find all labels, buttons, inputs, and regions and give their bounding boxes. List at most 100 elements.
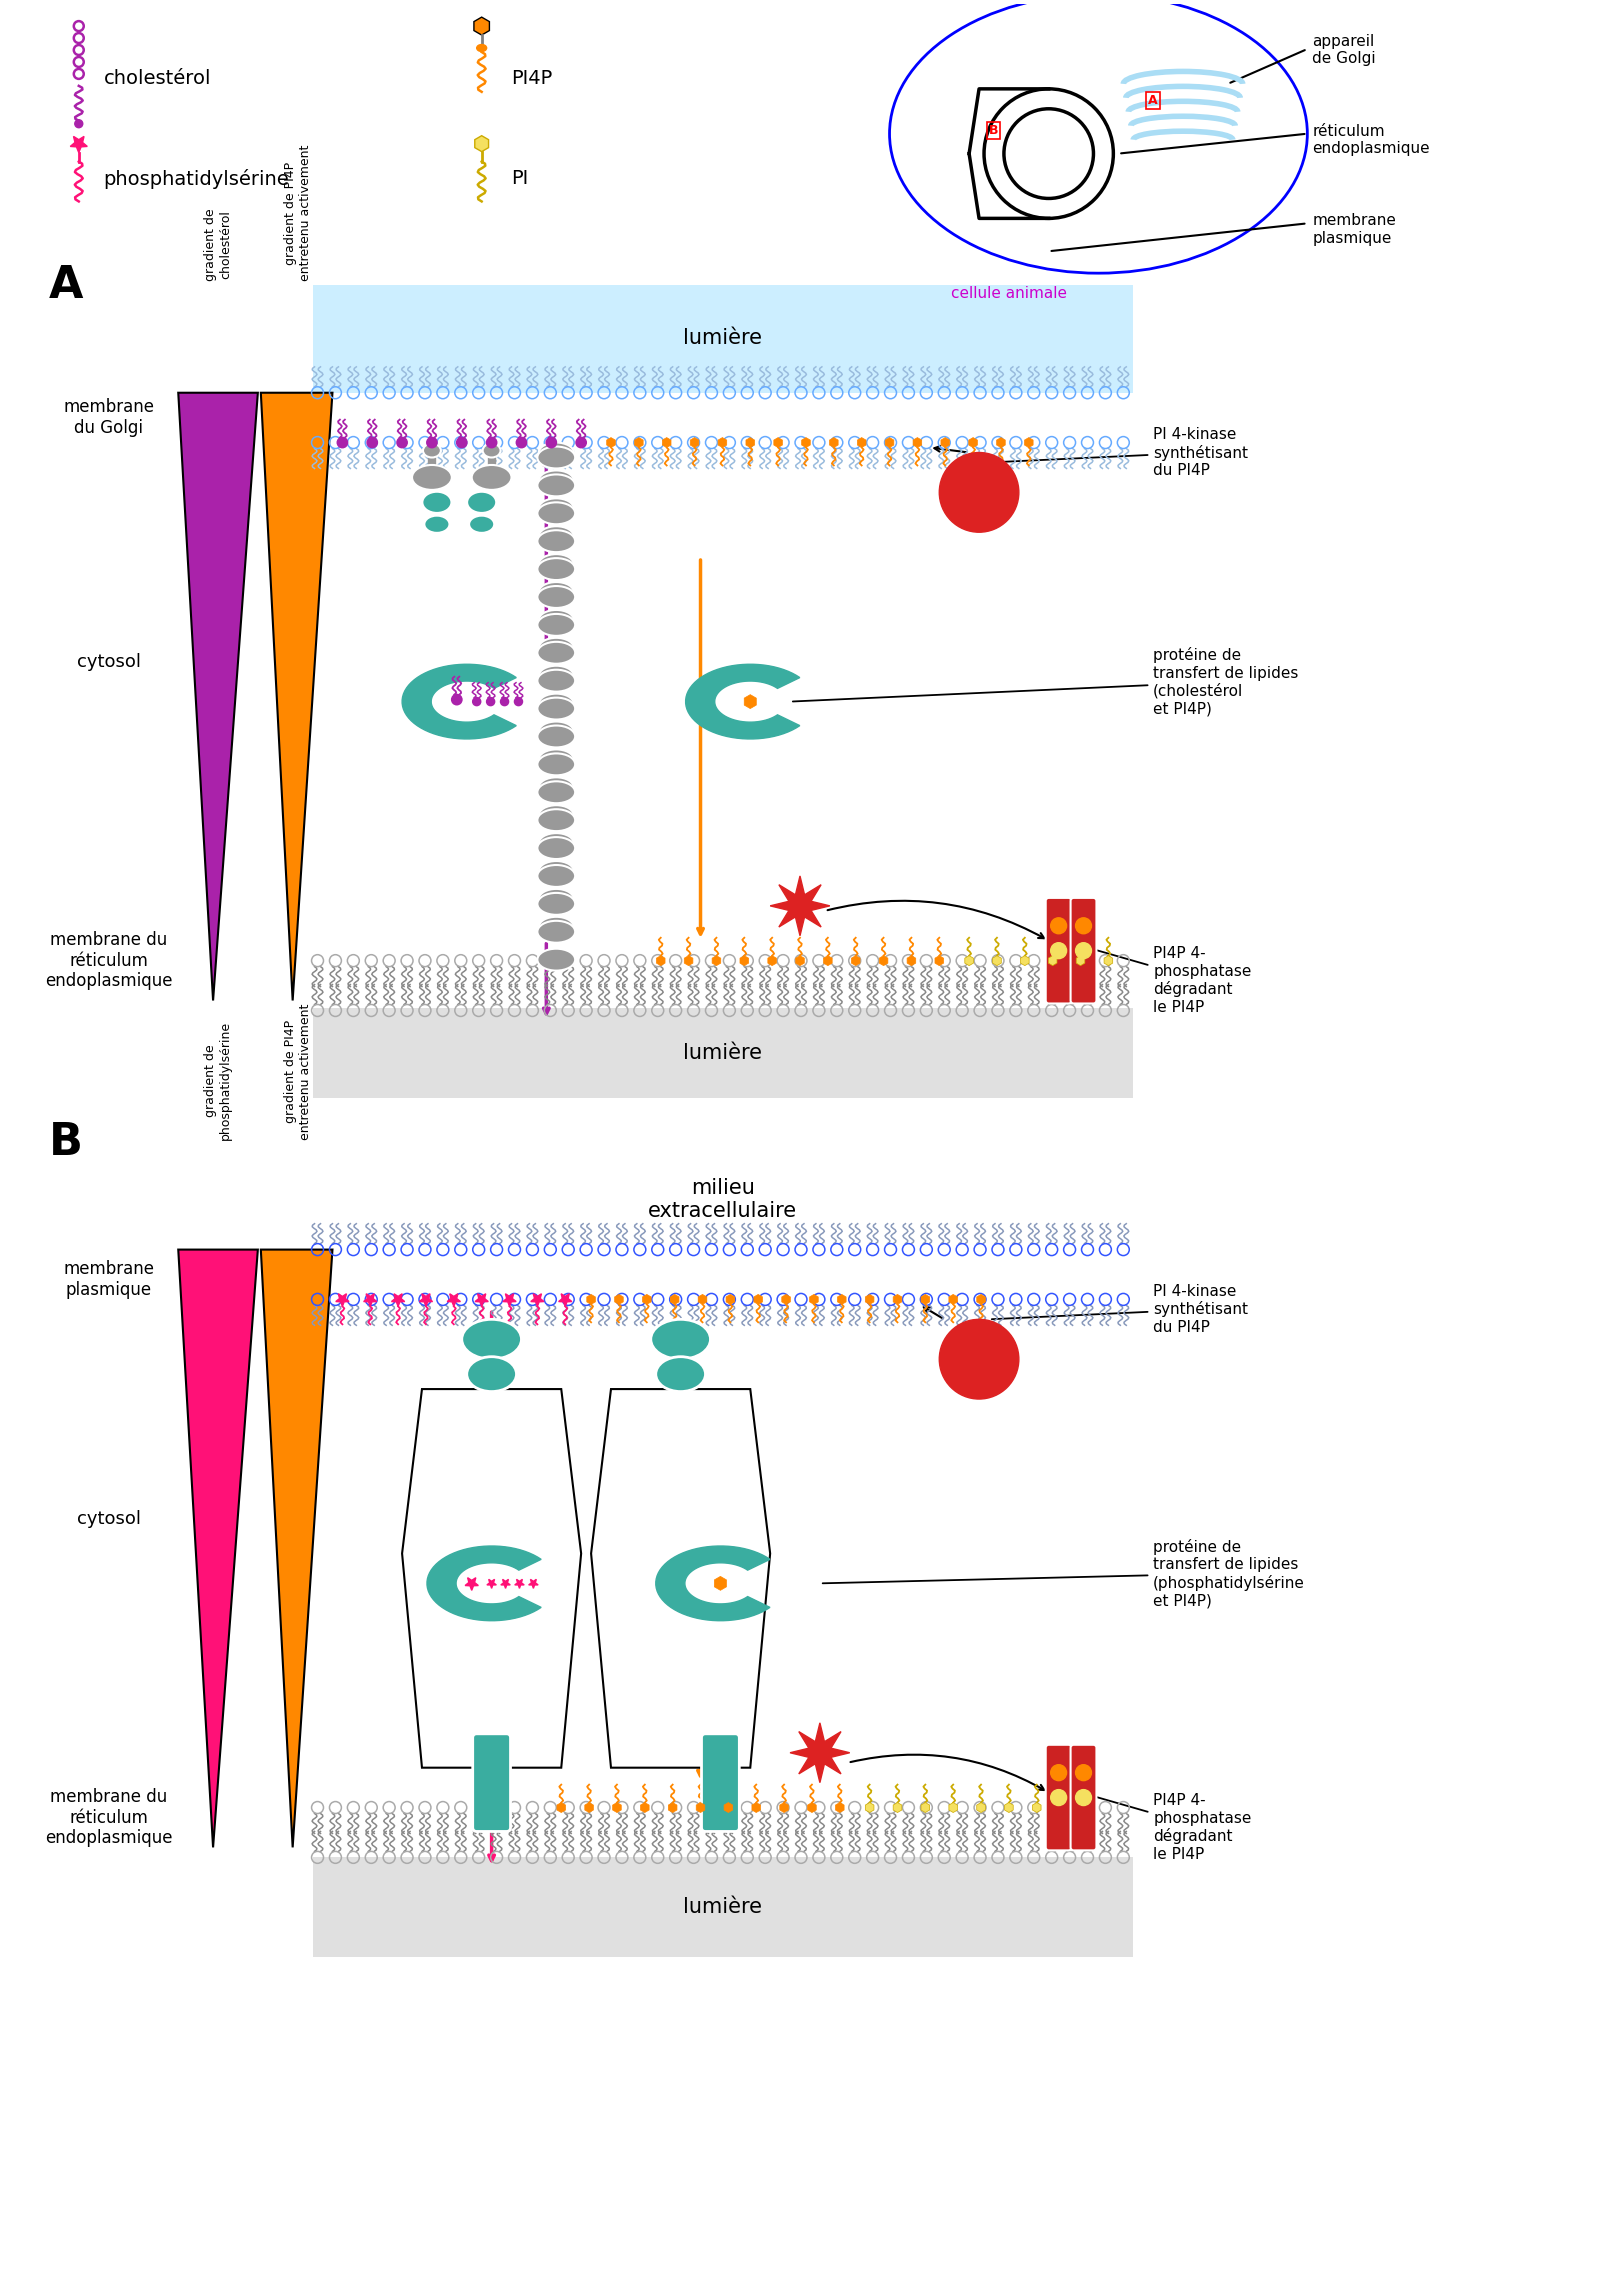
Polygon shape xyxy=(866,1295,874,1304)
Polygon shape xyxy=(746,437,755,448)
Polygon shape xyxy=(669,1803,677,1812)
Circle shape xyxy=(1051,1764,1067,1780)
FancyBboxPatch shape xyxy=(1070,1746,1096,1850)
Polygon shape xyxy=(635,437,643,448)
Circle shape xyxy=(427,437,437,448)
Circle shape xyxy=(75,121,83,127)
Ellipse shape xyxy=(538,446,574,469)
Ellipse shape xyxy=(539,749,574,769)
FancyBboxPatch shape xyxy=(472,1734,510,1832)
Ellipse shape xyxy=(539,471,574,489)
Polygon shape xyxy=(70,137,88,152)
Text: cytosol: cytosol xyxy=(77,653,141,671)
Polygon shape xyxy=(587,1295,595,1304)
Polygon shape xyxy=(790,1723,850,1782)
Polygon shape xyxy=(363,1293,378,1306)
Circle shape xyxy=(397,437,406,448)
Circle shape xyxy=(456,437,467,448)
Text: phosphatidylsérine: phosphatidylsérine xyxy=(104,168,290,189)
Polygon shape xyxy=(714,1577,726,1591)
Polygon shape xyxy=(976,1295,986,1304)
Ellipse shape xyxy=(538,585,574,608)
Text: réticulum
endoplasmique: réticulum endoplasmique xyxy=(1312,123,1430,157)
Polygon shape xyxy=(1077,956,1085,965)
Polygon shape xyxy=(662,437,670,448)
Polygon shape xyxy=(744,694,757,708)
Polygon shape xyxy=(696,1803,706,1812)
Polygon shape xyxy=(992,956,1002,965)
Polygon shape xyxy=(685,956,693,965)
Polygon shape xyxy=(1104,956,1112,965)
Polygon shape xyxy=(922,1803,930,1812)
Polygon shape xyxy=(502,1293,517,1306)
FancyBboxPatch shape xyxy=(312,284,1133,394)
Polygon shape xyxy=(837,1295,846,1304)
Text: B: B xyxy=(50,1122,83,1163)
Polygon shape xyxy=(584,1803,594,1812)
Circle shape xyxy=(1051,1789,1067,1805)
Ellipse shape xyxy=(539,667,574,685)
Polygon shape xyxy=(446,1293,461,1306)
Ellipse shape xyxy=(538,669,574,692)
Ellipse shape xyxy=(538,838,574,858)
Polygon shape xyxy=(336,1293,349,1306)
Polygon shape xyxy=(1048,956,1058,965)
Circle shape xyxy=(338,437,347,448)
Polygon shape xyxy=(880,956,888,965)
Polygon shape xyxy=(949,1295,957,1304)
Polygon shape xyxy=(643,1295,651,1304)
Polygon shape xyxy=(976,1803,986,1812)
Ellipse shape xyxy=(539,637,574,658)
Ellipse shape xyxy=(483,444,501,457)
Polygon shape xyxy=(752,1803,760,1812)
Ellipse shape xyxy=(539,610,574,630)
Ellipse shape xyxy=(539,806,574,826)
Text: cytosol: cytosol xyxy=(77,1509,141,1527)
Polygon shape xyxy=(466,1577,478,1591)
Ellipse shape xyxy=(538,949,574,970)
Ellipse shape xyxy=(538,726,574,747)
Polygon shape xyxy=(614,1295,624,1304)
Text: A: A xyxy=(1149,93,1158,107)
Polygon shape xyxy=(261,1250,333,1848)
Ellipse shape xyxy=(538,753,574,776)
Text: membrane
du Golgi: membrane du Golgi xyxy=(62,398,154,437)
Ellipse shape xyxy=(462,1320,522,1359)
Polygon shape xyxy=(893,1295,902,1304)
Polygon shape xyxy=(690,437,699,448)
Ellipse shape xyxy=(538,558,574,580)
Text: B: B xyxy=(989,123,998,137)
Text: PI4P: PI4P xyxy=(512,68,552,89)
Polygon shape xyxy=(475,1293,488,1306)
Polygon shape xyxy=(178,394,258,1001)
Circle shape xyxy=(576,437,586,448)
Ellipse shape xyxy=(539,721,574,742)
Text: PI4P 4-
phosphatase
dégradant
le PI4P: PI4P 4- phosphatase dégradant le PI4P xyxy=(1066,942,1251,1015)
Ellipse shape xyxy=(538,699,574,719)
Circle shape xyxy=(1051,942,1067,958)
Circle shape xyxy=(1075,1764,1091,1780)
Polygon shape xyxy=(808,1803,816,1812)
Circle shape xyxy=(501,699,509,706)
Text: milieu
extracellulaire: milieu extracellulaire xyxy=(648,1179,797,1222)
Ellipse shape xyxy=(413,464,451,489)
Ellipse shape xyxy=(539,860,574,881)
Polygon shape xyxy=(893,1803,902,1812)
FancyBboxPatch shape xyxy=(312,1008,1133,1097)
Polygon shape xyxy=(515,1580,525,1589)
Polygon shape xyxy=(949,1803,957,1812)
Polygon shape xyxy=(782,1295,790,1304)
Polygon shape xyxy=(802,437,810,448)
Text: lumière: lumière xyxy=(683,328,763,348)
Ellipse shape xyxy=(539,890,574,908)
Polygon shape xyxy=(997,437,1005,448)
Ellipse shape xyxy=(424,514,450,533)
Polygon shape xyxy=(824,956,832,965)
Circle shape xyxy=(939,1320,1019,1400)
Text: gradient de
phosphatidylsérine: gradient de phosphatidylsérine xyxy=(205,1022,232,1140)
Polygon shape xyxy=(1024,437,1034,448)
Polygon shape xyxy=(779,1803,789,1812)
Text: appareil
de Golgi: appareil de Golgi xyxy=(1312,34,1376,66)
Ellipse shape xyxy=(538,503,574,523)
Polygon shape xyxy=(501,1580,510,1589)
